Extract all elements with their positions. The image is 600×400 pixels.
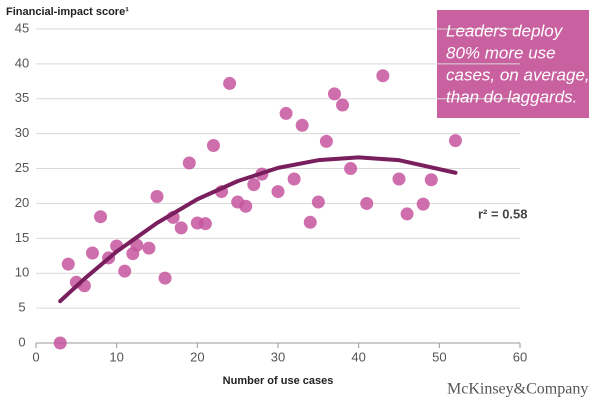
r-squared: r² = 0.58 [478,206,528,221]
point [376,69,390,83]
point [247,178,261,192]
point [295,118,309,132]
y-tick-label: 5 [18,300,25,315]
point [311,195,325,209]
callout-text: cases, on average, [446,65,590,84]
x-tick-label: 50 [432,349,446,364]
y-tick-label: 35 [15,90,29,105]
point [344,162,358,176]
point [130,238,144,252]
point [416,197,430,211]
point [303,215,317,229]
point [327,87,341,101]
point [53,336,67,350]
y-tick-label: 30 [15,125,29,140]
point [223,76,237,90]
point [85,246,99,260]
point [448,134,462,148]
point [279,106,293,120]
trend-line [58,155,458,304]
x-tick-label: 0 [32,349,39,364]
point [360,196,374,210]
point [198,217,212,231]
point [142,241,156,255]
x-tick-label: 10 [109,349,123,364]
point [61,257,75,271]
point [150,189,164,203]
y-tick-label: 40 [15,55,29,70]
point [174,221,188,235]
point [400,207,414,221]
point [94,210,108,224]
point [287,172,301,186]
y-tick-label: 0 [18,334,25,349]
callout-text: Leaders deploy [446,21,564,40]
x-tick-label: 20 [190,349,204,364]
point [118,264,132,278]
point [158,271,172,285]
x-tick-label: 40 [351,349,365,364]
point [319,134,333,148]
y-axis-label: Financial-impact score¹ [6,6,129,18]
point [206,139,220,153]
x-axis-label: Number of use cases [223,375,334,387]
x-tick-label: 30 [271,349,285,364]
point [239,199,253,213]
brand: McKinsey&Company [447,381,588,398]
callout-text: than do laggards. [446,87,577,106]
point [424,173,438,187]
y-tick-label: 10 [15,265,29,280]
x-tick-label: 60 [513,349,527,364]
callout-text: 80% more use [446,43,556,62]
point [336,98,350,112]
point [392,172,406,186]
point [271,185,285,199]
y-tick-label: 25 [15,160,29,175]
y-tick-label: 15 [15,230,29,245]
y-tick-label: 20 [15,195,29,210]
point [182,156,196,170]
y-tick-label: 45 [15,20,29,35]
